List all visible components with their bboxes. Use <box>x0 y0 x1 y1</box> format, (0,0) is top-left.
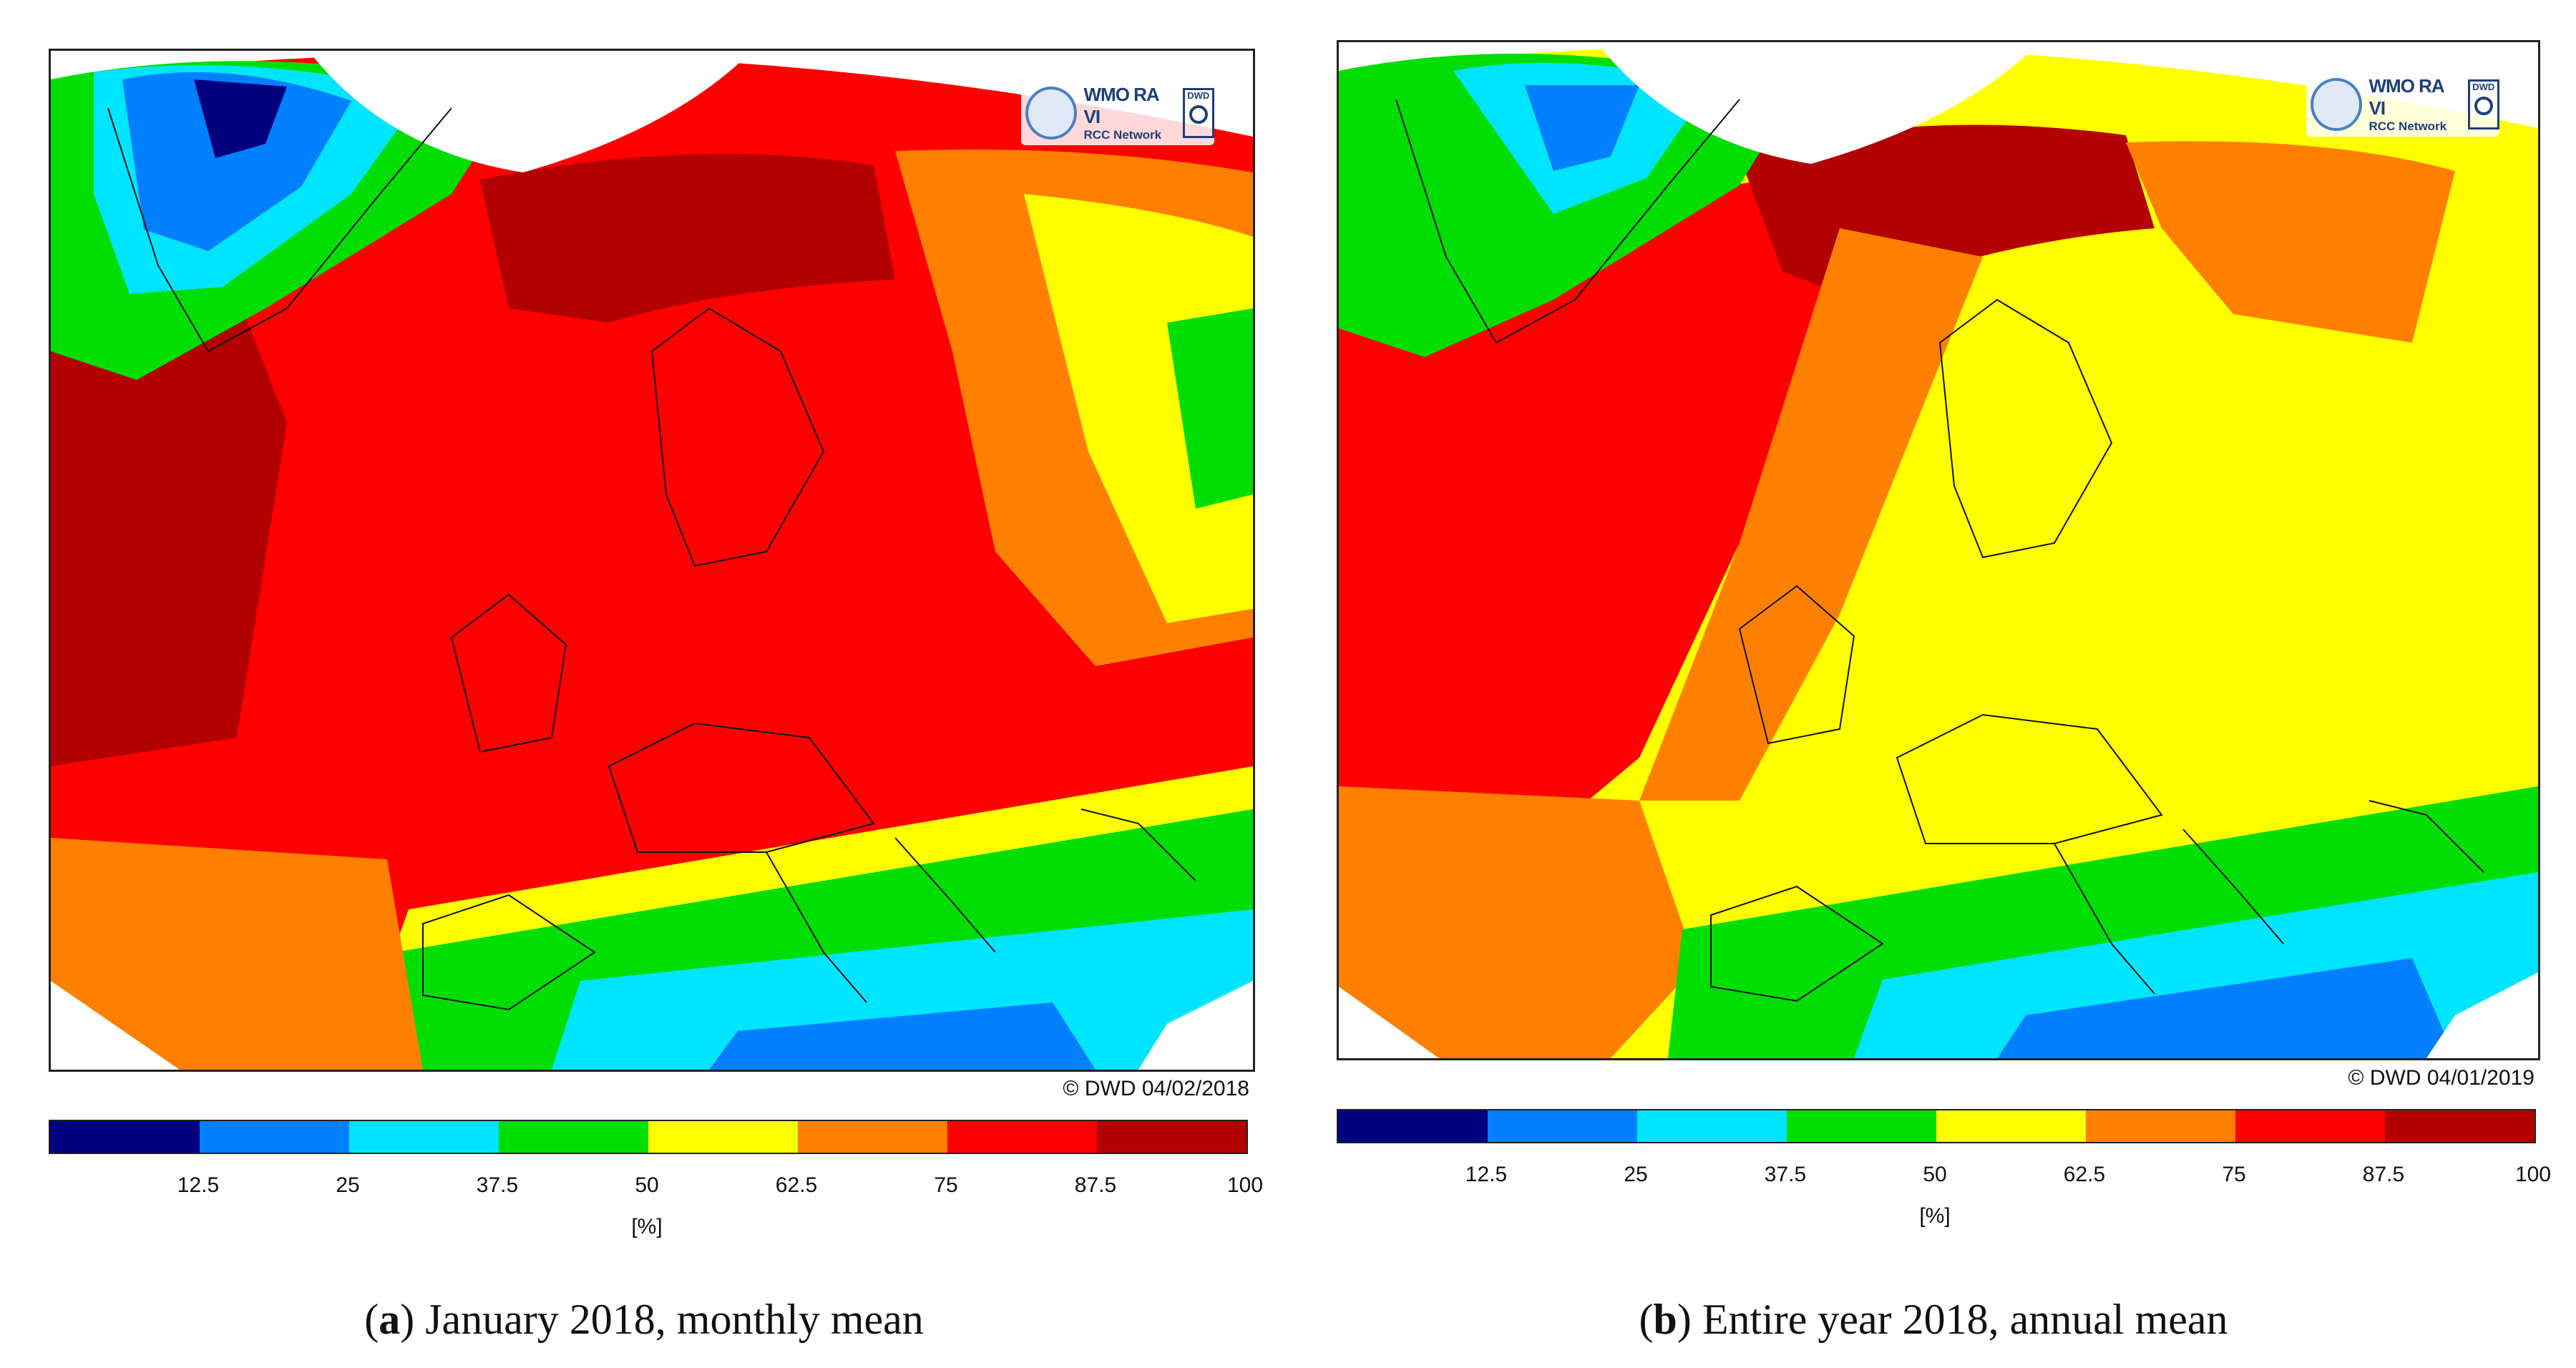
colorbar-ticks: 12.5 25 37.5 50 62.5 75 87.5 100 <box>1337 1163 2551 1191</box>
dwd-swirl-icon <box>1189 105 1208 124</box>
colorbar-segment <box>947 1121 1097 1153</box>
colorbar-segment <box>2086 1110 2235 1142</box>
logo-subtitle: RCC Network <box>1083 128 1162 142</box>
un-emblem-icon <box>1025 87 1077 140</box>
colorbar-tick-label: 87.5 <box>1074 1173 1117 1197</box>
colorbar-segment <box>50 1121 200 1153</box>
colorbar-ticks: 12.5 25 37.5 50 62.5 75 87.5 100 <box>49 1173 1263 1202</box>
colorbar-segment <box>1936 1110 2086 1142</box>
map-graphic <box>1339 42 2538 1058</box>
colorbar-segment <box>648 1121 798 1153</box>
colorbar-tick-label: 12.5 <box>1465 1163 1508 1186</box>
caption-text: January 2018, monthly mean <box>425 1296 924 1343</box>
caption-letter: a <box>379 1296 401 1343</box>
dwd-badge-label: DWD <box>1187 90 1210 101</box>
colorbar-unit: [%] <box>1919 1204 1951 1228</box>
wmo-logo: WMO RA VI RCC Network DWD <box>2306 72 2499 137</box>
colorbar-segment <box>499 1121 648 1153</box>
colorbar-segment <box>1787 1110 1936 1142</box>
colorbar-tick-label: 50 <box>1923 1163 1947 1186</box>
colorbar <box>49 1120 1248 1154</box>
cloud-cover-map-january: WMO RA VI RCC Network DWD <box>49 49 1255 1072</box>
colorbar-segment <box>1097 1121 1246 1153</box>
logo-subtitle: RCC Network <box>2368 119 2447 133</box>
colorbar-tick-label: 25 <box>1624 1163 1648 1186</box>
logo-title: WMO RA VI <box>1083 84 1159 127</box>
colorbar-tick-label: 50 <box>635 1173 659 1197</box>
colorbar-tick-label: 100 <box>2514 1163 2552 1186</box>
copyright-label: © DWD 04/02/2018 <box>1063 1077 1249 1100</box>
colorbar-segment <box>1338 1110 1488 1142</box>
wmo-logo: WMO RA VI RCC Network DWD <box>1021 81 1214 145</box>
colorbar-segment <box>200 1121 349 1153</box>
caption-text: Entire year 2018, annual mean <box>1702 1296 2228 1343</box>
colorbar-tick-label: 75 <box>934 1173 958 1197</box>
dwd-swirl-icon <box>2474 97 2493 115</box>
dwd-badge: DWD <box>1182 88 1214 138</box>
colorbar-tick-label: 12.5 <box>177 1173 220 1197</box>
colorbar-tick-label: 25 <box>336 1173 360 1197</box>
colorbar-tick-label: 37.5 <box>476 1173 519 1197</box>
caption: (a) January 2018, monthly mean <box>364 1296 924 1343</box>
colorbar-segment <box>349 1121 499 1153</box>
colorbar-segment <box>2235 1110 2385 1142</box>
colorbar-segment <box>798 1121 947 1153</box>
dwd-badge-label: DWD <box>2472 82 2495 92</box>
colorbar-unit: [%] <box>631 1215 663 1238</box>
dwd-badge: DWD <box>2467 79 2499 130</box>
copyright-label: © DWD 04/01/2019 <box>2348 1066 2534 1090</box>
colorbar-tick-label: 100 <box>1226 1173 1264 1197</box>
map-graphic <box>51 51 1253 1070</box>
colorbar-segment <box>1637 1110 1787 1142</box>
panel-annual: WMO RA VI RCC Network DWD © DWD 04/01/20… <box>1288 0 2576 1368</box>
un-emblem-icon <box>2311 78 2362 131</box>
caption: (b) Entire year 2018, annual mean <box>1639 1296 2228 1343</box>
colorbar-tick-label: 62.5 <box>775 1173 818 1197</box>
colorbar-segment <box>1488 1110 1637 1142</box>
caption-letter: b <box>1653 1296 1677 1343</box>
logo-title: WMO RA VI <box>2368 75 2444 119</box>
cloud-cover-map-annual: WMO RA VI RCC Network DWD <box>1337 40 2540 1060</box>
panel-january: WMO RA VI RCC Network DWD © DWD 04/02/20… <box>49 49 1263 1343</box>
colorbar <box>1337 1109 2536 1143</box>
colorbar-tick-label: 37.5 <box>1764 1163 1807 1186</box>
colorbar-segment <box>2385 1110 2534 1142</box>
colorbar-tick-label: 62.5 <box>2063 1163 2106 1186</box>
colorbar-tick-label: 87.5 <box>2362 1163 2405 1186</box>
colorbar-tick-label: 75 <box>2222 1163 2246 1186</box>
